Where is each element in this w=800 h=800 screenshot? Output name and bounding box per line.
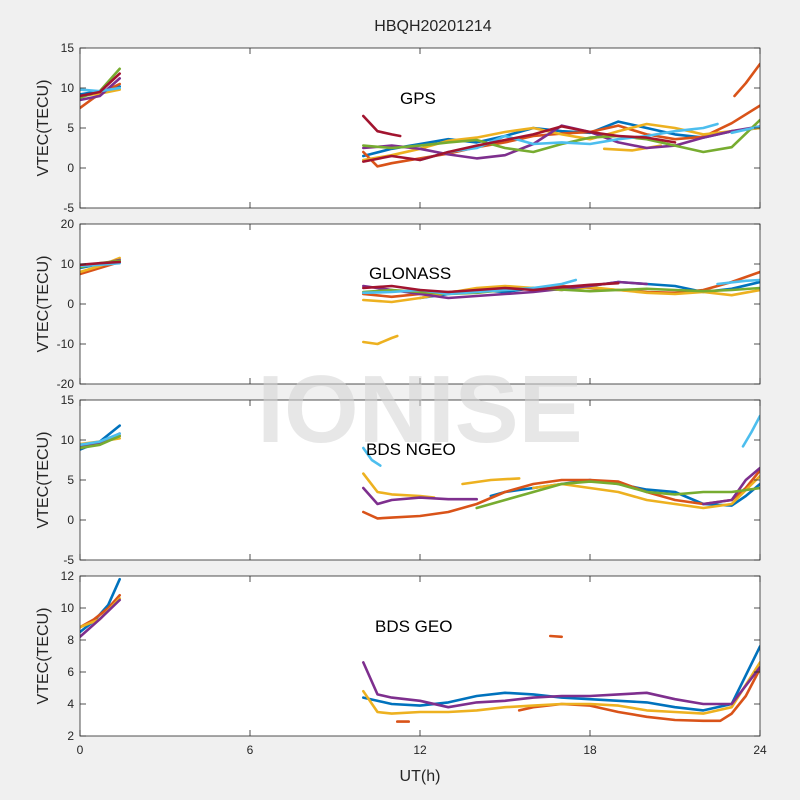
y-tick-label: 20: [61, 217, 75, 231]
x-tick-label: 12: [413, 743, 427, 757]
y-tick-label: 15: [61, 393, 75, 407]
series-group: [80, 577, 760, 723]
series-7-segment-3: [362, 125, 677, 163]
panel-bds-ngeo: -5 0 5 10 15 VTEC(TECU) BDS NGEO: [35, 393, 761, 567]
series-7-segment-1: [80, 72, 121, 98]
y-tick-label: -20: [57, 377, 75, 391]
series-2-segment-3: [733, 62, 760, 98]
series-2-segment-4: [549, 634, 563, 639]
y-tick-label: 0: [67, 513, 74, 527]
y-tick-label: 4: [67, 697, 74, 711]
y-tick-label: -5: [63, 201, 74, 215]
series-4-segment-1: [80, 77, 121, 102]
series-6-segment-1: [80, 261, 121, 268]
panel-glonass: -20 -10 0 10 20 VTEC(TECU) GLONASS: [35, 217, 761, 391]
series-6-segment-3: [716, 278, 760, 286]
plot-area: [80, 224, 760, 384]
series-group: [80, 256, 760, 346]
series-3-segment-3: [461, 477, 521, 486]
plot-area: [80, 48, 760, 208]
series-6-segment-3: [730, 125, 760, 135]
x-axis-label: UT(h): [400, 768, 441, 785]
panel-annotation: BDS NGEO: [366, 440, 456, 459]
series-5-segment-1: [80, 434, 121, 450]
series-5-segment-2: [362, 118, 760, 154]
series-5-segment-2: [362, 286, 760, 296]
series-3-segment-4: [532, 474, 760, 510]
y-tick-label: 2: [67, 729, 74, 743]
series-7-segment-1: [80, 260, 121, 267]
y-tick-label: -5: [63, 553, 74, 567]
y-tick-label: 10: [61, 81, 75, 95]
plot-area: [80, 400, 760, 560]
series-4-segment-1: [80, 598, 121, 639]
series-3-segment-2: [362, 472, 436, 499]
series-3-segment-2: [362, 661, 760, 715]
series-group: [80, 414, 760, 520]
y-axis-label: VTEC(TECU): [35, 256, 52, 353]
series-6-segment-2: [362, 278, 578, 296]
series-3-segment-3: [362, 334, 399, 346]
y-tick-label: 10: [61, 433, 75, 447]
series-1-segment-2: [362, 645, 760, 712]
series-6-segment-2: [362, 446, 382, 467]
y-tick-label: 8: [67, 633, 74, 647]
y-tick-label: 5: [67, 121, 74, 135]
series-6-segment-2: [418, 122, 719, 162]
y-axis-label: VTEC(TECU): [35, 608, 52, 705]
series-4-segment-2: [362, 486, 478, 506]
figure-title: HBQH20201214: [374, 18, 492, 35]
x-tick-label: 24: [753, 743, 767, 757]
panel-annotation: BDS GEO: [375, 617, 452, 636]
y-tick-label: 12: [61, 569, 75, 583]
x-tick-label: 0: [77, 743, 84, 757]
panel-gps: -5 0 5 10 15 VTEC(TECU) GPS: [35, 41, 761, 215]
panel-annotation: GPS: [400, 89, 436, 108]
y-tick-label: 5: [67, 473, 74, 487]
series-3-segment-2: [362, 122, 760, 162]
watermark-text: IONISE: [257, 356, 582, 463]
series-6-segment-1: [80, 432, 121, 447]
series-7-segment-2: [362, 114, 402, 138]
series-5-segment-2: [475, 480, 760, 510]
y-axis-label: VTEC(TECU): [35, 432, 52, 529]
series-group: [80, 62, 760, 168]
series-7-segment-2: [362, 281, 620, 294]
series-4-segment-2: [362, 661, 760, 709]
y-tick-label: 15: [61, 41, 75, 55]
x-tick-label: 18: [583, 743, 597, 757]
y-axis-label: VTEC(TECU): [35, 80, 52, 177]
y-tick-label: 10: [61, 601, 75, 615]
panel-annotation: GLONASS: [369, 264, 451, 283]
y-tick-label: 10: [61, 257, 75, 271]
y-tick-label: 6: [67, 665, 74, 679]
x-tick-label: 6: [247, 743, 254, 757]
series-6-segment-3: [741, 414, 760, 448]
y-tick-label: 0: [67, 161, 74, 175]
y-tick-label: -10: [57, 337, 75, 351]
y-tick-label: 0: [67, 297, 74, 311]
